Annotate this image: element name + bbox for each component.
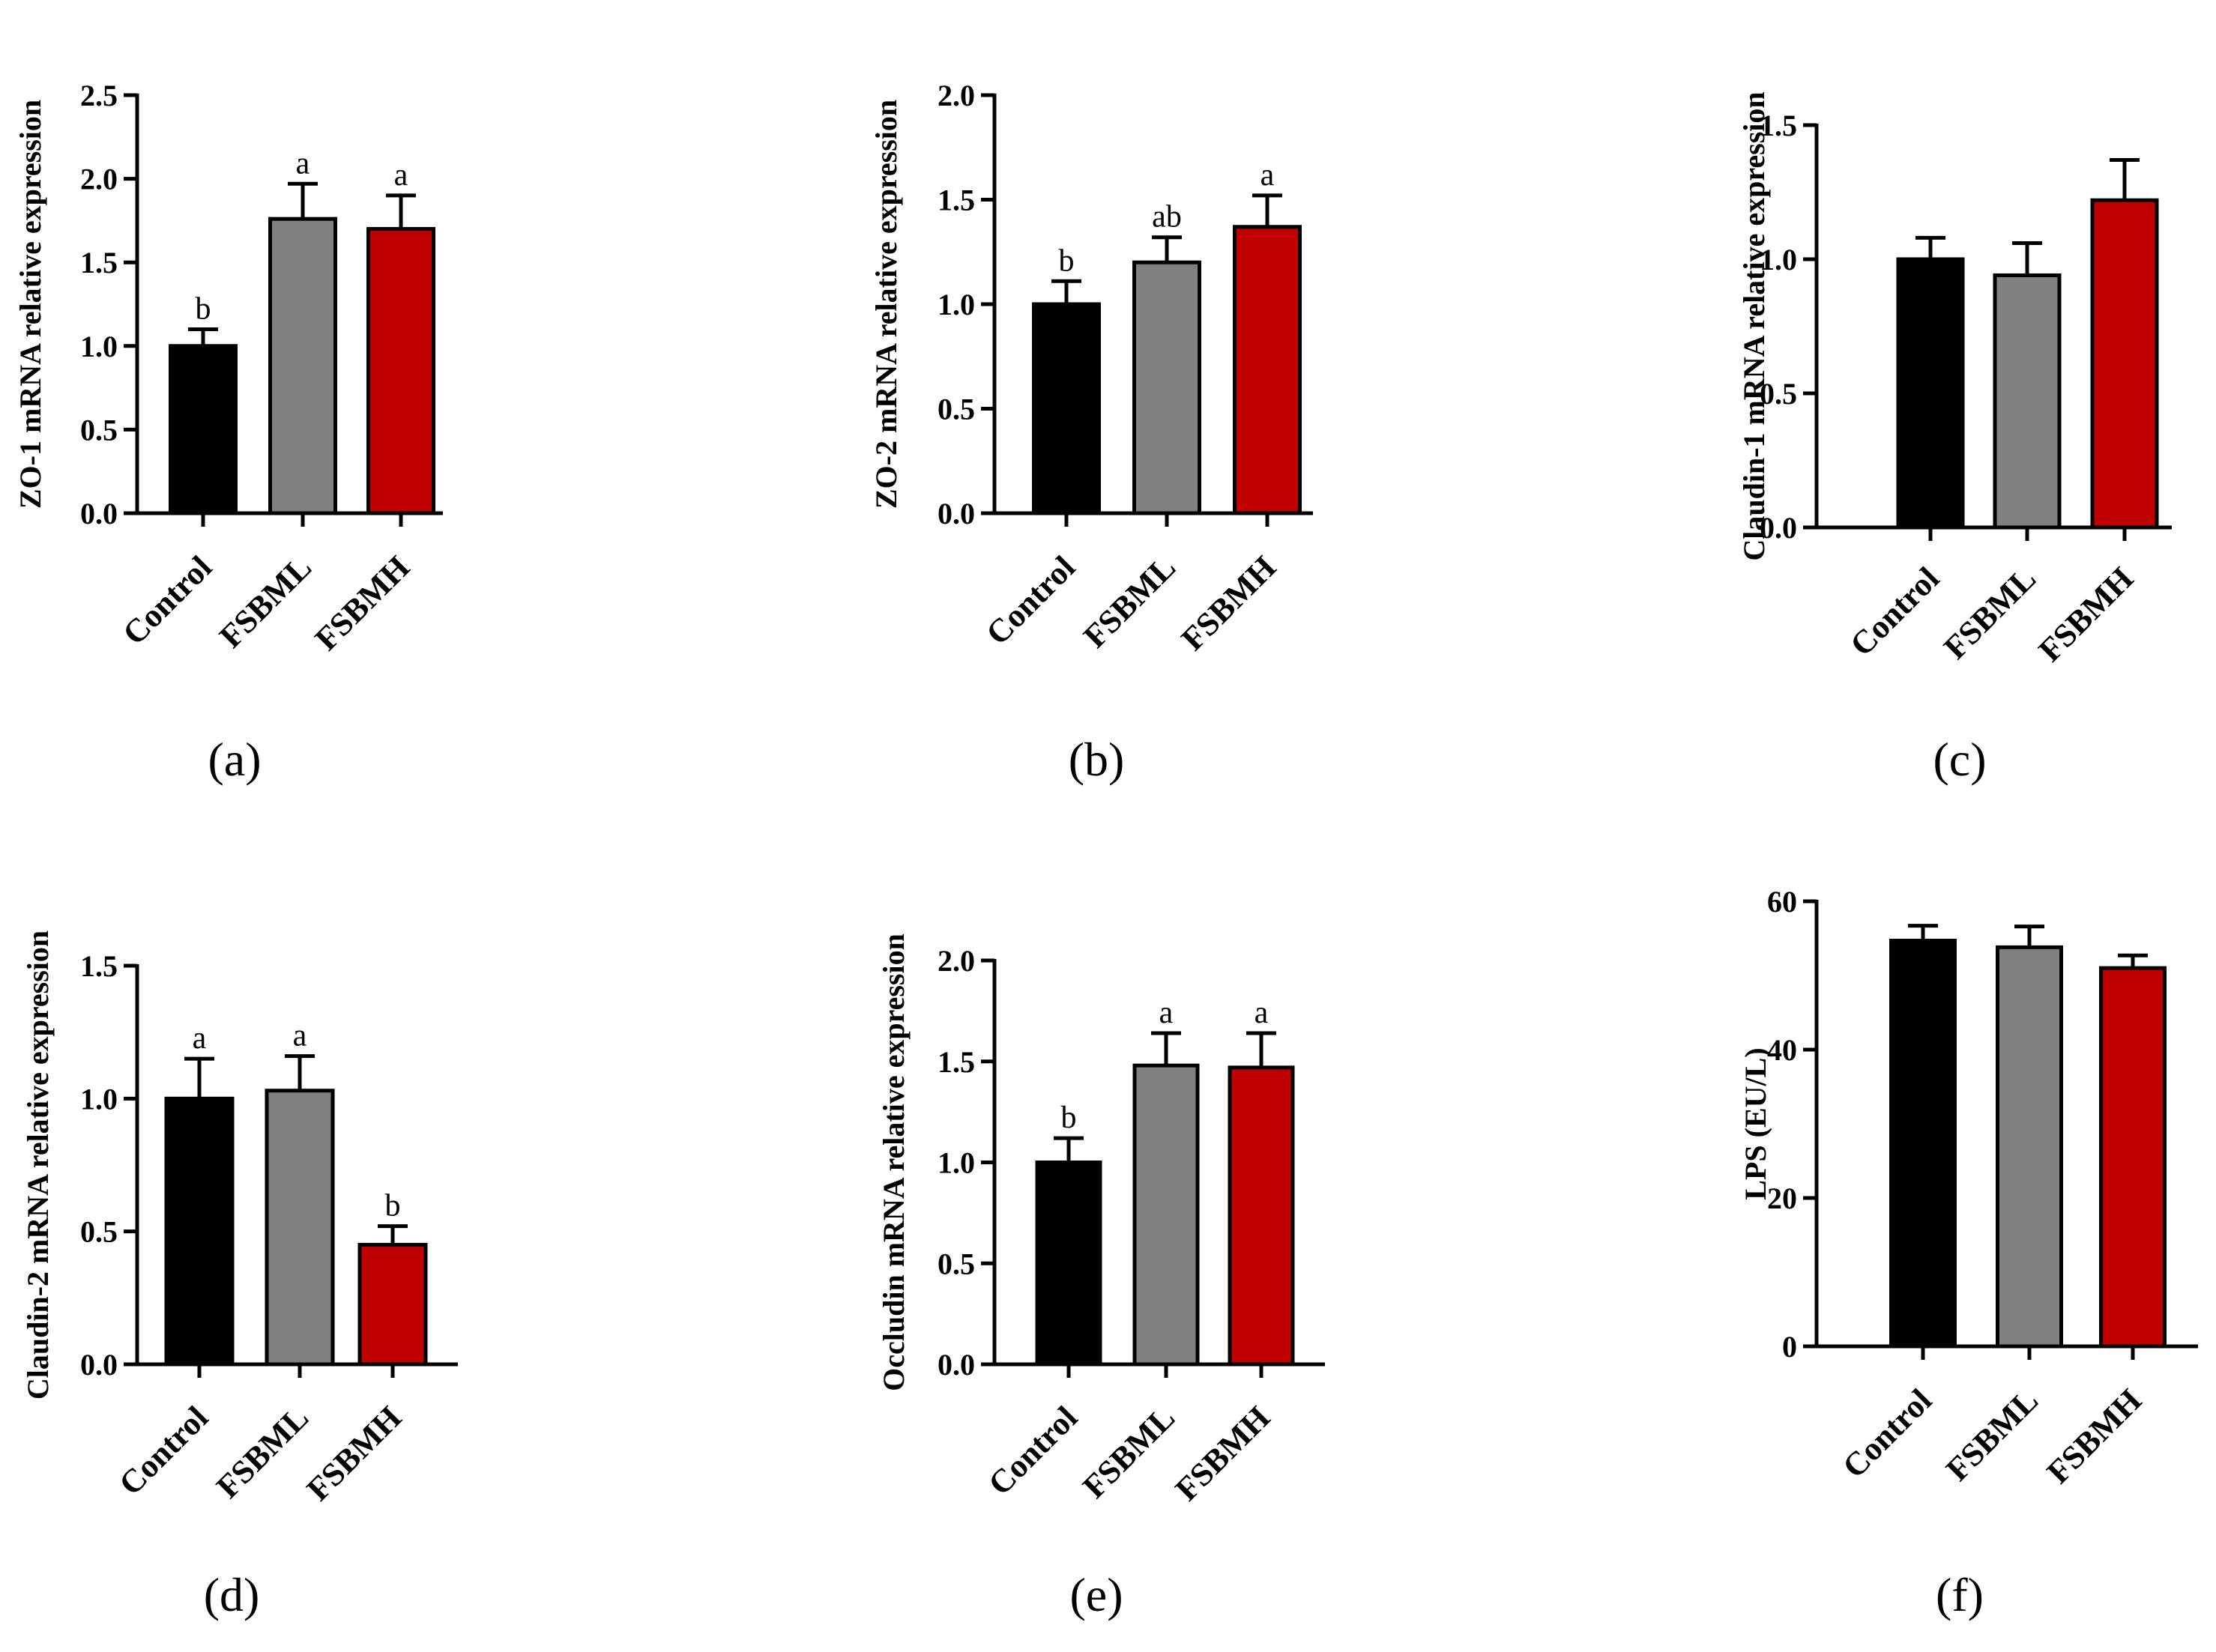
category-label: Control [1843, 560, 1946, 663]
y-tick-label: 60 [1767, 885, 1797, 919]
category-label: FSBML [212, 548, 318, 655]
category-label: FSBMH [2032, 560, 2140, 668]
significance-letter: a [1255, 996, 1269, 1030]
bar-fsbml [1132, 1063, 1200, 1367]
chart-panel-5: 0.0 0.5 1.0 1.5 2.0 Occludin mRNA relative ex… [877, 934, 1325, 1621]
bar-fsbmh [1228, 1065, 1295, 1367]
y-tick-label: 1.5 [80, 246, 118, 279]
y-axis-title: ZO-2 mRNA relative expression [869, 100, 903, 509]
chart-panel-2: 0.0 0.5 1.0 1.5 2.0 ZO-2 mRNA relative expres… [869, 79, 1313, 786]
y-tick-label: 1.5 [80, 949, 118, 983]
bar-control [1896, 257, 1965, 530]
bar-fsbml [1993, 273, 2062, 530]
bar-fsbmh [2090, 198, 2159, 530]
category-label: FSBML [1939, 1382, 2045, 1488]
category-label: FSBMH [1174, 548, 1283, 657]
y-tick-label: 0.0 [938, 1348, 975, 1382]
y-tick-label: 2.0 [938, 79, 975, 112]
category-label: FSBMH [308, 548, 417, 657]
category-label: Control [115, 548, 219, 652]
category-label: FSBMH [2040, 1382, 2149, 1490]
significance-letter: b [1061, 1101, 1077, 1135]
bar-fsbml [1132, 260, 1201, 515]
y-tick-label: 0.5 [1760, 377, 1797, 411]
significance-letter: ab [1152, 200, 1182, 235]
y-tick-label: 2.0 [938, 944, 975, 978]
y-tick-label: 0.0 [1760, 511, 1797, 545]
significance-letter: a [394, 158, 408, 193]
y-tick-label: 1.5 [1760, 109, 1797, 142]
y-tick-label: 1.0 [938, 1146, 975, 1180]
chart-panel-4: 0.0 0.5 1.0 1.5 Claudin-2 mRNA relative expr… [21, 931, 458, 1621]
bar-control [1889, 938, 1957, 1349]
panel-label: (b) [1069, 733, 1125, 786]
category-label: FSBMH [300, 1399, 408, 1507]
category-label: FSBMH [1168, 1399, 1277, 1507]
chart-panel-1: 0.0 0.5 1.0 1.5 2.0 2.5 ZO-1 mRNA relative exp… [13, 79, 443, 786]
panel-label: (c) [1933, 733, 1986, 786]
category-label: Control [112, 1399, 215, 1502]
y-tick-label: 1.5 [938, 1045, 975, 1079]
panel-label: (e) [1069, 1568, 1123, 1621]
y-axis-title: LPS (EU/L) [1739, 1047, 1772, 1199]
significance-letter: a [1159, 996, 1174, 1030]
significance-letter: b [385, 1189, 401, 1223]
panel-label: (f) [1936, 1568, 1984, 1621]
y-axis-title: Claudin-1 mRNA relative expression [1737, 91, 1771, 560]
y-tick-label: 1.0 [1760, 243, 1797, 276]
bar-control [1032, 302, 1101, 515]
y-axis-title: Claudin-2 mRNA relative expression [21, 931, 55, 1400]
bar-control [164, 1096, 235, 1367]
y-axis-title: ZO-1 mRNA relative expression [13, 100, 47, 509]
bar-fsbmh [2099, 966, 2167, 1349]
bar-fsbml [1996, 945, 2063, 1349]
y-tick-label: 0.0 [80, 1348, 118, 1382]
category-label: FSBML [1076, 548, 1183, 655]
y-tick-label: 40 [1767, 1033, 1797, 1067]
category-label: Control [1835, 1382, 1939, 1485]
y-tick-label: 0.5 [938, 1247, 975, 1280]
bar-control [169, 344, 238, 515]
bar-fsbml [268, 217, 337, 515]
y-tick-label: 1.0 [938, 288, 975, 321]
y-tick-label: 2.0 [80, 163, 118, 196]
y-tick-label: 1.0 [80, 1082, 118, 1116]
y-tick-label: 0.5 [938, 393, 975, 426]
significance-letter: b [1059, 243, 1075, 278]
category-label: FSBML [209, 1399, 316, 1505]
bar-fsbmh [1233, 225, 1302, 515]
panel-label: (d) [204, 1568, 260, 1621]
y-tick-label: 0.5 [80, 413, 118, 447]
category-label: FSBML [1936, 560, 2043, 666]
significance-letter: a [296, 146, 310, 181]
y-tick-label: 0.0 [80, 497, 118, 530]
bar-fsbmh [357, 1242, 428, 1367]
y-tick-label: 0.0 [938, 497, 975, 530]
bar-fsbmh [366, 227, 435, 515]
y-tick-label: 2.5 [80, 79, 118, 112]
category-label: Control [981, 1399, 1084, 1502]
y-tick-label: 20 [1767, 1181, 1797, 1215]
significance-letter: a [293, 1019, 307, 1053]
significance-letter: a [1261, 158, 1275, 193]
y-axis-title: Occludin mRNA relative expression [877, 934, 911, 1391]
y-tick-label: 0.5 [80, 1215, 118, 1249]
category-label: FSBML [1075, 1399, 1182, 1505]
y-tick-label: 1.0 [80, 330, 118, 363]
bar-fsbml [265, 1089, 335, 1367]
significance-letter: b [196, 291, 211, 326]
category-label: Control [979, 548, 1082, 652]
bar-control [1035, 1161, 1102, 1367]
significance-letter: a [193, 1021, 207, 1056]
panel-label: (a) [208, 733, 261, 786]
y-tick-label: 1.5 [938, 184, 975, 217]
y-tick-label: 0 [1782, 1330, 1797, 1364]
